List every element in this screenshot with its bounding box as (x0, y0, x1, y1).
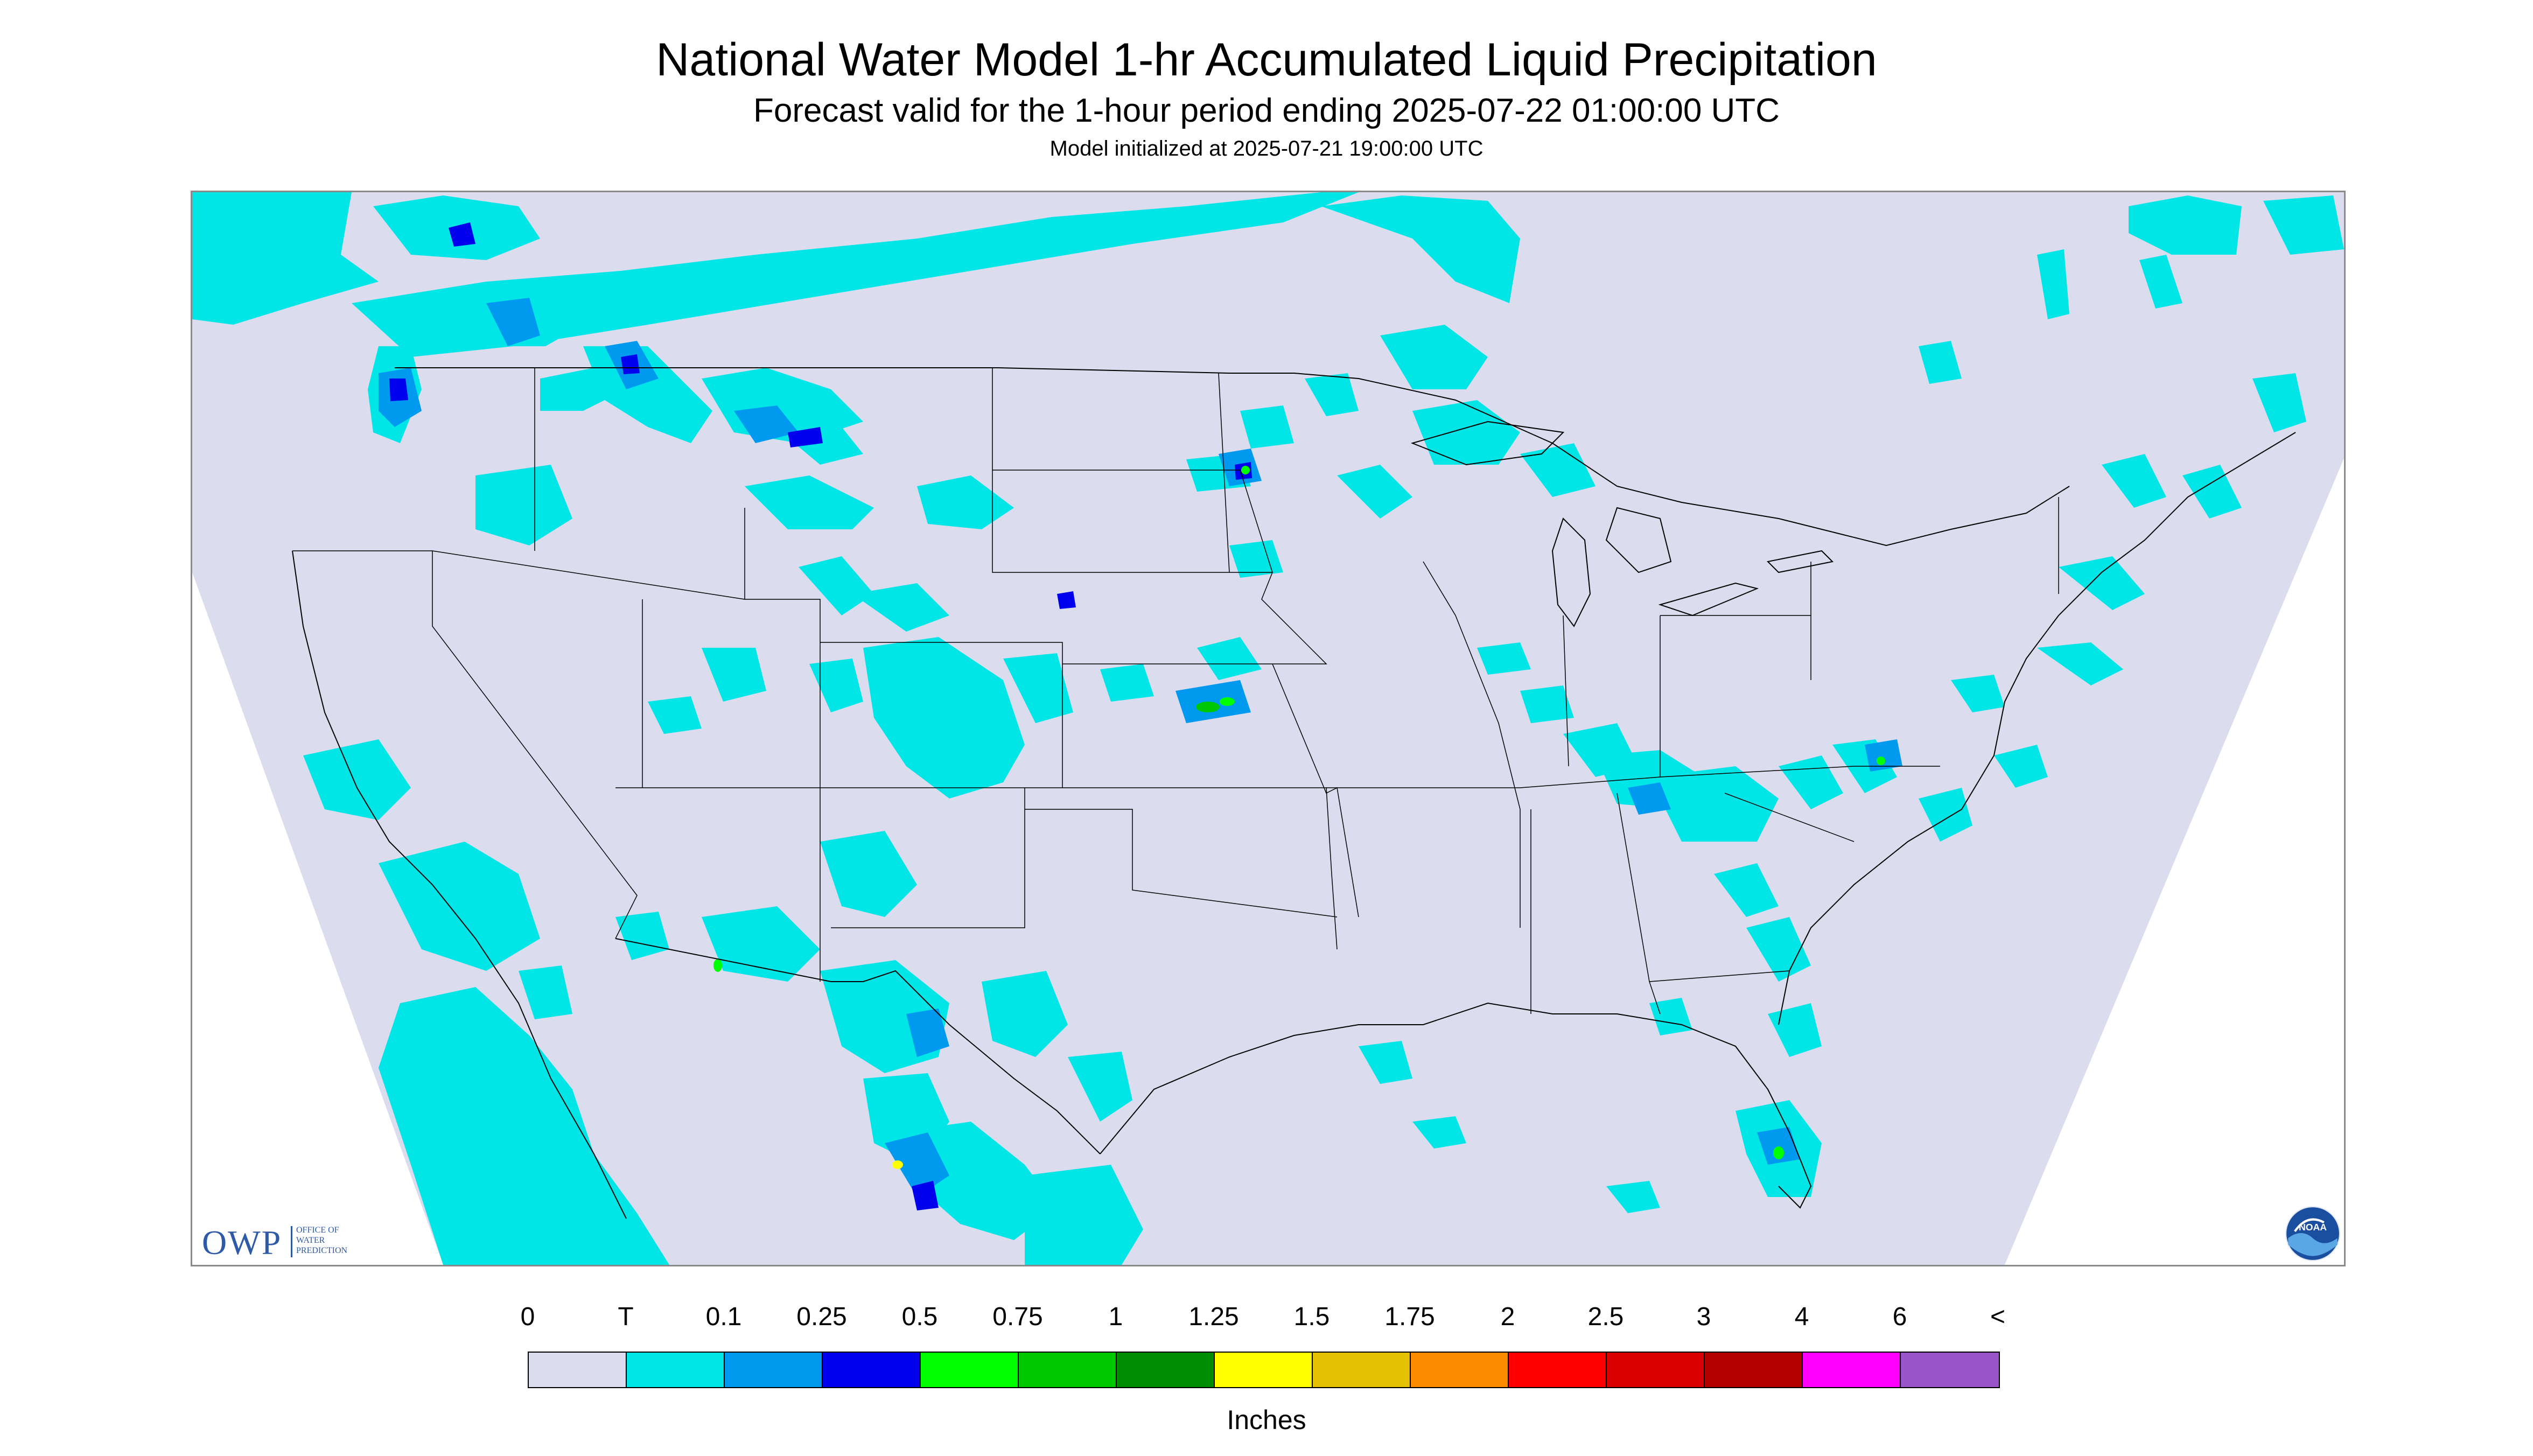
legend-swatch (1803, 1353, 1901, 1387)
legend-swatch (1607, 1353, 1705, 1387)
legend-swatch (1313, 1353, 1411, 1387)
legend-tick-label: 2.5 (1587, 1303, 1624, 1331)
state-lines (292, 368, 2059, 1014)
legend-tick-label: < (1990, 1303, 2006, 1331)
legend-swatch (627, 1353, 725, 1387)
legend-tick-label: 6 (1892, 1303, 1907, 1331)
owp-logo-subtitle: OFFICE OF WATER PREDICTION (296, 1225, 347, 1256)
legend-swatch (529, 1353, 627, 1387)
map-title: National Water Model 1-hr Accumulated Li… (656, 34, 1877, 86)
legend-tick-label: T (618, 1303, 634, 1331)
legend-tick-label: 4 (1794, 1303, 1809, 1331)
lake-erie (1658, 582, 1759, 617)
model-domain (192, 192, 2344, 1265)
heavy-precip-cores (713, 466, 1885, 1169)
owp-logo-letters: OWP (202, 1223, 282, 1262)
model-init-line: Model initialized at 2025-07-21 19:00:00… (1049, 137, 1484, 160)
legend-labels: 0 T 0.1 0.25 0.5 0.75 1 1.25 1.5 1.75 2 2.5 3 4 6 < (0, 1302, 2533, 1334)
owp-sub-line: OFFICE OF (296, 1226, 339, 1235)
legend-swatch (823, 1353, 921, 1387)
legend-tick-label: 0.25 (796, 1303, 847, 1331)
legend-swatch (1509, 1353, 1607, 1387)
legend-tick-label: 0.75 (992, 1303, 1043, 1331)
legend-swatch (1705, 1353, 1803, 1387)
precipitation-map: OWP OFFICE OF WATER PREDICTION NOAA (191, 191, 2346, 1266)
legend-tick-label: 3 (1696, 1303, 1711, 1331)
moderate-precip-cores (389, 222, 1252, 1210)
legend-tick-label: 1.75 (1384, 1303, 1435, 1331)
lake-michigan (1551, 517, 1591, 627)
us-mexico-border (615, 938, 1101, 1154)
legend-tick-label: 0 (520, 1303, 535, 1331)
owp-logo-divider (291, 1226, 292, 1257)
legend-tick-label: 0.5 (901, 1303, 938, 1331)
mexico-gulf-coast (1100, 1002, 1812, 1209)
atlantic-coast (1778, 432, 2296, 1025)
boundary-lines (292, 367, 2296, 1219)
pacific-coast (292, 550, 627, 1219)
legend-swatch (1019, 1353, 1117, 1387)
canada-us-border (395, 367, 2070, 547)
legend-color-bar (528, 1352, 2000, 1388)
owp-sub-line: WATER (296, 1236, 325, 1245)
legend-swatch (1901, 1353, 1999, 1387)
legend-tick-label: 1.25 (1188, 1303, 1239, 1331)
legend-tick-label: 1 (1108, 1303, 1123, 1331)
legend-swatch (1411, 1353, 1509, 1387)
legend-swatch (1117, 1353, 1215, 1387)
map-canvas (192, 192, 2344, 1265)
map-subtitle: Forecast valid for the 1-hour period end… (753, 92, 1780, 129)
legend-tick-label: 1.5 (1293, 1303, 1330, 1331)
noaa-logo-text: NOAA (2299, 1222, 2327, 1233)
lake-ontario (1766, 550, 1834, 573)
legend-swatch (921, 1353, 1019, 1387)
lake-superior (1410, 421, 1565, 466)
legend-units: Inches (1227, 1405, 1306, 1435)
legend-tick-label: 0.1 (705, 1303, 742, 1331)
legend-tick-label: 2 (1500, 1303, 1515, 1331)
noaa-logo: NOAA (2285, 1206, 2340, 1261)
owp-sub-line: PREDICTION (296, 1246, 348, 1255)
lake-huron (1605, 507, 1672, 573)
legend-swatch (725, 1353, 823, 1387)
legend-swatch (1215, 1353, 1313, 1387)
